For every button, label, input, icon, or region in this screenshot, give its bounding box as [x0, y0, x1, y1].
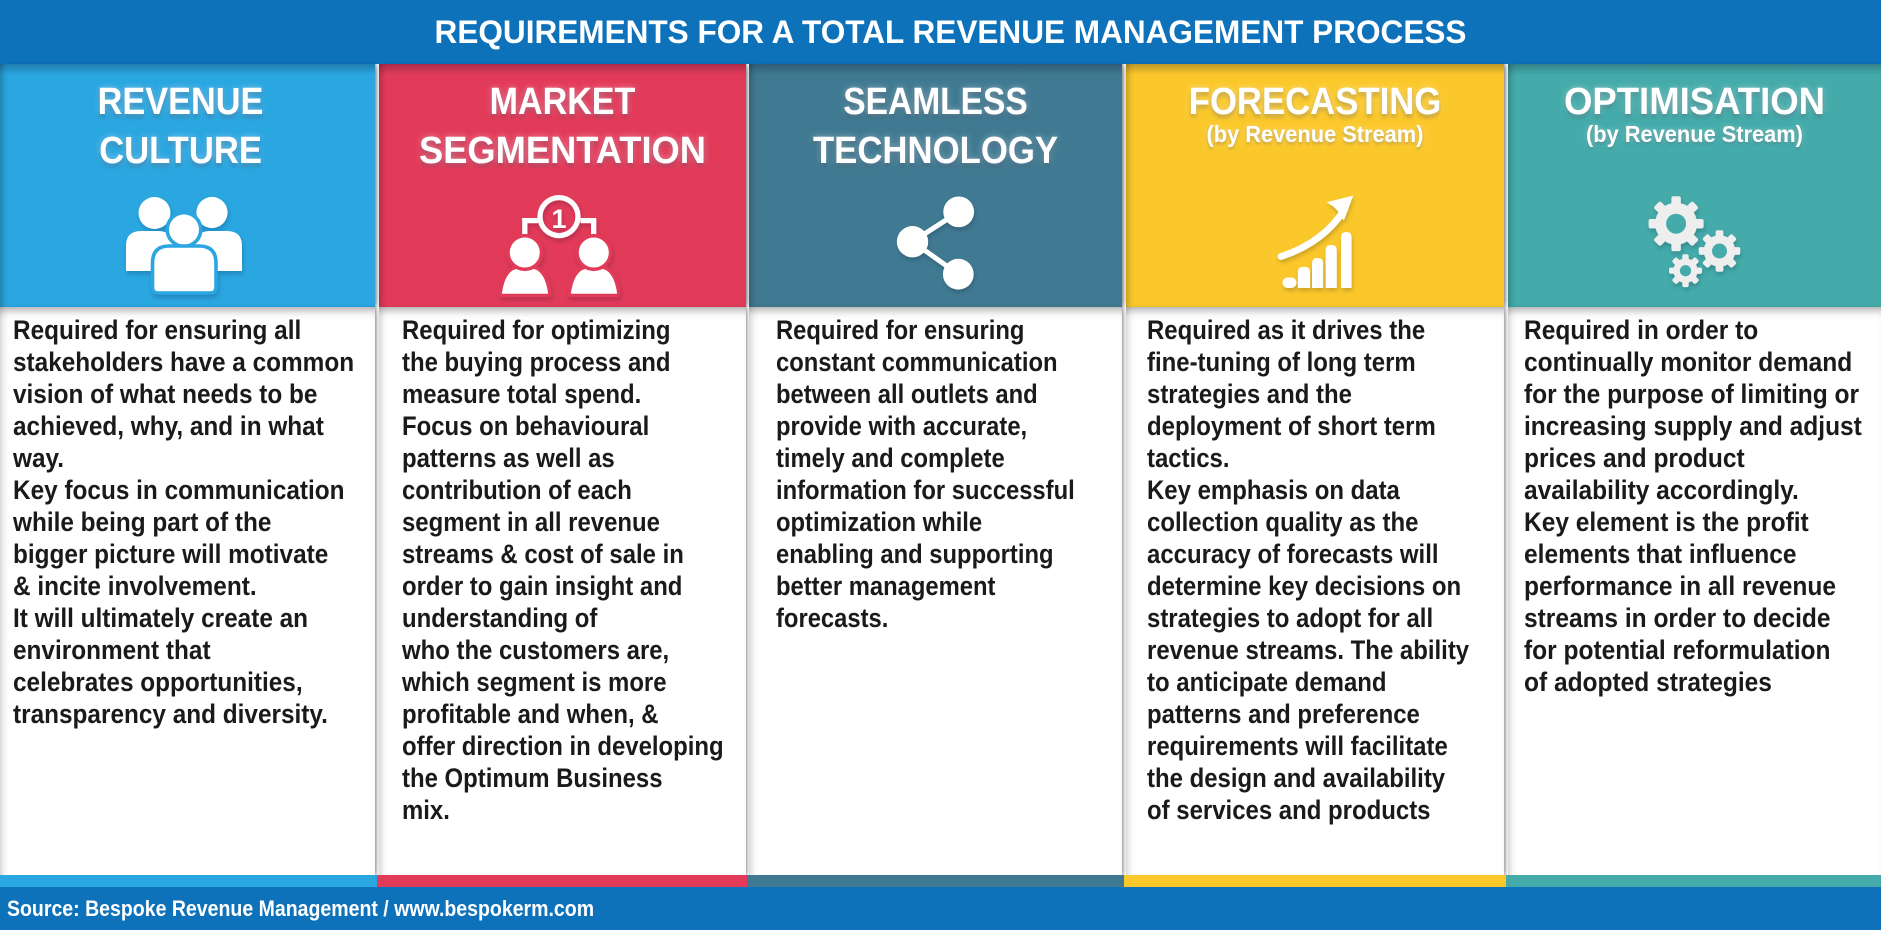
svg-text:1: 1	[551, 204, 566, 234]
